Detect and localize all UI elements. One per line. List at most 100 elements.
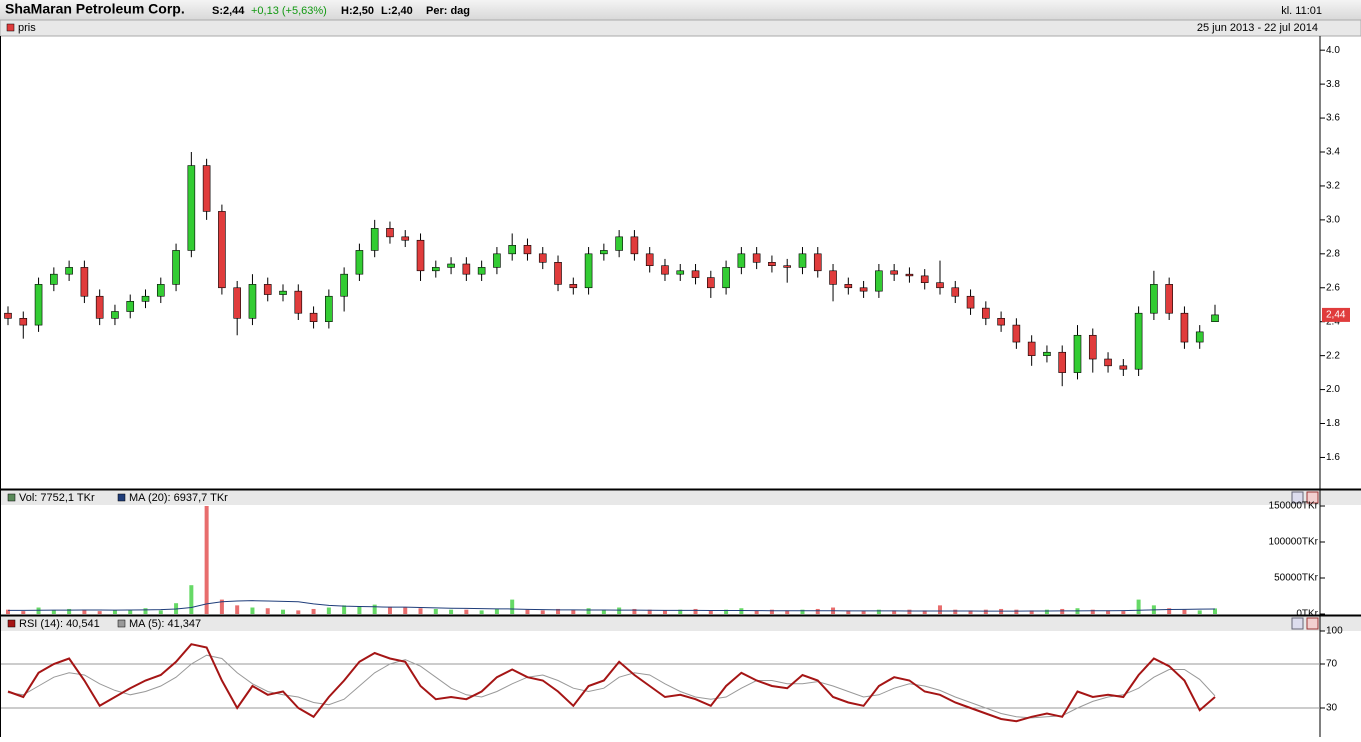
volume-bar [158,610,163,614]
candle-body [50,273,58,285]
candle-body [829,270,837,285]
zoom-button[interactable] [1291,617,1304,630]
candle-body [1073,334,1082,373]
panel-buttons[interactable] [1291,491,1319,630]
volume-bar [983,609,988,614]
candle-body [233,287,241,319]
volume-bar [326,607,331,614]
candle-body [844,284,853,289]
volume-bar [769,609,774,614]
candle-body [554,262,562,285]
volume-bar [433,608,438,614]
candle-body [34,284,43,326]
volume-bar [112,610,117,614]
candle-body [645,253,654,266]
volume-bar [1060,608,1065,614]
volume-bar [97,611,102,614]
volume-bar [525,609,530,614]
candle-body [202,165,211,212]
volume-bar [6,609,10,614]
volume-bar [861,611,866,614]
rsi-line [7,654,1216,719]
candle-body [1180,312,1189,343]
volume-bar [387,606,392,614]
y-tick-label: 1.6 [1326,452,1340,463]
volume-bar [372,604,377,614]
candle-body [951,287,960,297]
candle-body [1150,284,1158,314]
volume-bar [632,608,637,614]
candle-body [19,318,28,326]
candle-body [1211,314,1219,322]
candle-body [187,165,196,251]
volume-bar [189,585,194,614]
candle-body [615,236,623,251]
header-bar [0,0,1361,20]
candle-body [722,267,730,289]
volume-bar [281,609,286,614]
y-tick-label: 3.0 [1326,215,1340,226]
volume-bar [418,608,423,614]
candle-body [279,290,287,295]
candle-body [462,263,471,275]
zoom-button[interactable] [1291,491,1304,504]
volume-bar [662,610,667,614]
legend-swatch [7,619,16,628]
candle-body [966,295,975,309]
legend-label: MA (5): 41,347 [129,618,201,630]
close-button[interactable] [1306,491,1319,504]
y-tick-label: 1.8 [1326,418,1340,429]
volume-bar [235,605,240,614]
legend-bar [0,19,1361,37]
candle-body [248,284,257,319]
candle-body [737,253,746,268]
candle-body [890,270,898,275]
volume-bar [21,611,26,614]
candle-body [4,312,12,319]
y-tick-label: 2.6 [1326,282,1340,293]
candle-body [768,262,776,266]
volume-bar [1044,609,1049,614]
volume-bar [342,605,347,614]
candle-body [569,284,578,289]
candle-body [875,270,883,292]
volume-bar [403,607,408,614]
legend-label: MA (20): 6937,7 TKr [129,492,228,504]
legend-swatch [6,23,15,32]
volume-bar [494,608,499,614]
rsi-line [7,643,1216,723]
legend-swatch [117,619,126,628]
candle-body [95,295,104,319]
volume-bar [892,610,897,614]
candle-body [1119,365,1128,370]
ma-line [8,600,1216,612]
candle-body [1043,351,1051,356]
y-tick-label: 4.0 [1326,45,1340,56]
volume-bar [953,609,958,614]
candle-body [1104,358,1112,367]
candle-body [707,277,715,289]
volume-bar [601,609,606,614]
volume-bar [907,609,912,614]
candle-body [859,287,868,292]
volume-bar [67,608,72,614]
candle-body [1165,284,1173,314]
volume-bar [1182,609,1187,614]
candle-body [676,270,685,275]
period: Per: dag [426,5,470,17]
volume-bar [1197,610,1202,614]
date-range: 25 jun 2013 - 22 jul 2014 [1197,22,1318,34]
volume-bar [647,609,652,614]
volume-bar [1029,610,1034,614]
candle-body [1088,334,1097,360]
candle-body [416,239,425,272]
candle-body [340,273,348,297]
candle-body [508,245,516,255]
close-button[interactable] [1306,617,1319,630]
last-price-label: 2,44 [1326,310,1346,321]
candle-body [905,273,914,277]
legend-label: pris [18,22,36,34]
candle-body [538,253,547,263]
volume-bar [1106,610,1111,614]
